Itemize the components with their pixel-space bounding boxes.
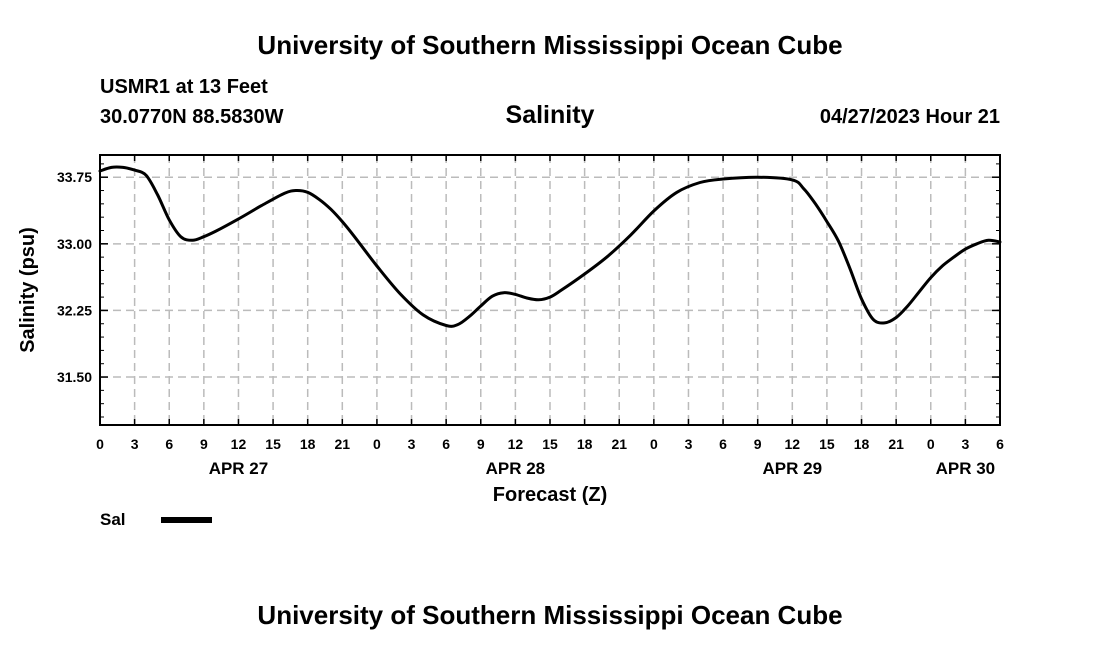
x-tick-label: 6 bbox=[719, 436, 727, 452]
x-tick-label: 3 bbox=[961, 436, 969, 452]
grid-lines bbox=[100, 155, 1000, 425]
x-tick-label: 15 bbox=[542, 436, 558, 452]
x-tick-label: 3 bbox=[685, 436, 693, 452]
variable-title: Salinity bbox=[505, 101, 595, 129]
x-tick-label: 6 bbox=[165, 436, 173, 452]
x-tick-label: 18 bbox=[577, 436, 593, 452]
y-tick-label: 33.00 bbox=[57, 236, 92, 252]
x-tick-label: 9 bbox=[477, 436, 485, 452]
x-tick-label: 3 bbox=[131, 436, 139, 452]
x-tick-label: 0 bbox=[650, 436, 658, 452]
x-tick-label: 18 bbox=[300, 436, 316, 452]
x-tick-label: 12 bbox=[508, 436, 524, 452]
forecast-datetime: 04/27/2023 Hour 21 bbox=[819, 106, 1000, 128]
x-tick-label: 18 bbox=[854, 436, 870, 452]
x-axis-title: Forecast (Z) bbox=[493, 484, 607, 506]
x-tick-label: 6 bbox=[996, 436, 1004, 452]
x-tick-label: 21 bbox=[611, 436, 627, 452]
y-tick-label: 32.25 bbox=[57, 302, 92, 318]
legend-swatch bbox=[161, 517, 212, 523]
footer-title: University of Southern Mississippi Ocean… bbox=[257, 600, 843, 630]
station-label: USMR1 at 13 Feet bbox=[100, 76, 268, 98]
x-tick-label: 21 bbox=[888, 436, 904, 452]
date-label: APR 28 bbox=[486, 459, 546, 478]
x-tick-label: 15 bbox=[265, 436, 281, 452]
chart-title: University of Southern Mississippi Ocean… bbox=[257, 30, 843, 60]
y-axis: 31.50 32.25 33.00 33.75 bbox=[57, 163, 1000, 418]
station-coordinates: 30.0770N 88.5830W bbox=[100, 106, 284, 128]
date-label: APR 29 bbox=[763, 459, 823, 478]
x-axis: 0 3 6 9 12 15 18 21 0 3 6 9 12 15 18 21 0 3 6 9 12 15 18 21 0 3 6A… bbox=[96, 155, 1004, 478]
x-tick-label: 15 bbox=[819, 436, 835, 452]
date-label: APR 27 bbox=[209, 459, 269, 478]
x-tick-label: 9 bbox=[754, 436, 762, 452]
x-tick-label: 12 bbox=[785, 436, 801, 452]
y-axis-title: Salinity (psu) bbox=[17, 227, 39, 353]
x-tick-label: 9 bbox=[200, 436, 208, 452]
x-tick-label: 21 bbox=[335, 436, 351, 452]
salinity-series-line bbox=[98, 165, 1002, 328]
x-tick-label: 12 bbox=[231, 436, 247, 452]
series-layer bbox=[98, 165, 1002, 328]
y-tick-label: 33.75 bbox=[57, 169, 92, 185]
x-tick-label: 3 bbox=[408, 436, 416, 452]
date-label: APR 30 bbox=[936, 459, 996, 478]
x-tick-label: 0 bbox=[96, 436, 104, 452]
x-tick-label: 6 bbox=[442, 436, 450, 452]
x-tick-label: 0 bbox=[927, 436, 935, 452]
x-tick-label: 0 bbox=[373, 436, 381, 452]
legend-label: Sal bbox=[100, 510, 126, 529]
y-tick-label: 31.50 bbox=[57, 369, 92, 385]
